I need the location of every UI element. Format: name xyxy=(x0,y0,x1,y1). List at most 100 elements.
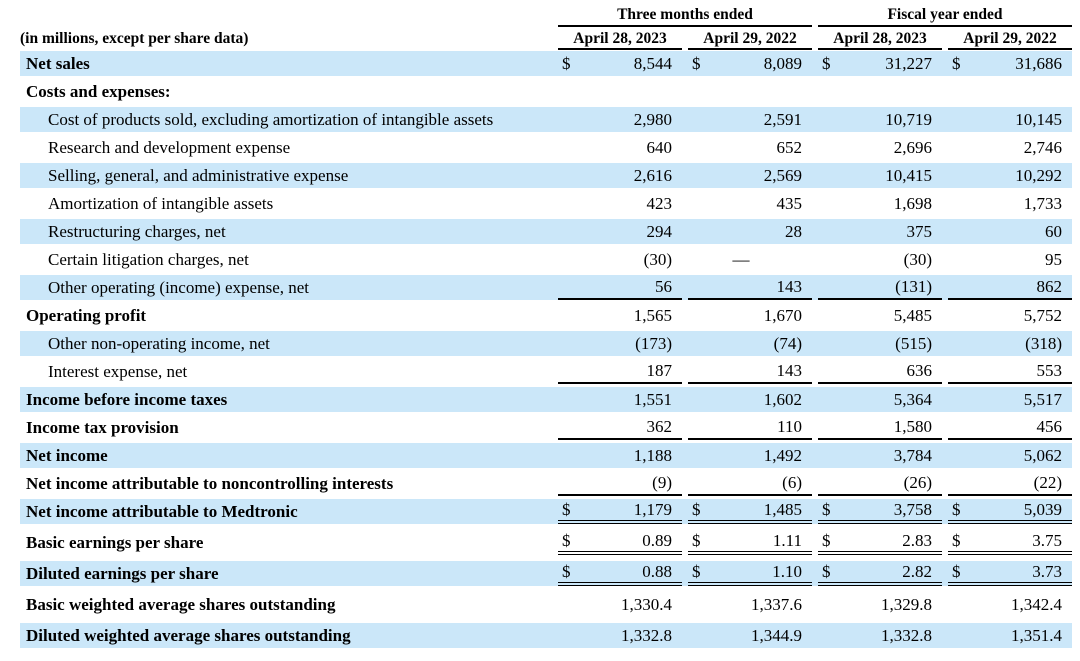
row-label: Net income attributable to Medtronic xyxy=(26,501,298,521)
cell-value xyxy=(688,79,812,104)
cell-value: $31,227 xyxy=(818,51,942,76)
cell-number: (74) xyxy=(773,333,802,353)
cell-value: 1,551 xyxy=(558,387,682,412)
cell-number: 1,330.4 xyxy=(621,594,672,614)
table-row: Net income 1,188 1,492 3,784 5,062 xyxy=(20,443,1072,468)
dollar-sign: $ xyxy=(822,561,831,581)
cell-value: 1,670 xyxy=(688,303,812,328)
column-group-three-months: Three months ended xyxy=(558,4,812,27)
cell-number: 1,179 xyxy=(633,499,672,519)
cell-number: 1,733 xyxy=(1023,193,1062,213)
row-label: Operating profit xyxy=(26,305,147,325)
cell-value: 95 xyxy=(948,247,1072,272)
cell-value: (6) xyxy=(688,471,812,496)
cell-value: $2.82 xyxy=(818,561,942,586)
row-label: Net income xyxy=(26,445,108,465)
cell-value xyxy=(818,79,942,104)
cell-value: 5,752 xyxy=(948,303,1072,328)
cell-number: 5,364 xyxy=(893,389,932,409)
cell-number: 1.10 xyxy=(772,561,802,581)
cell-number: 636 xyxy=(906,360,933,380)
cell-value: 143 xyxy=(688,359,812,384)
cell-value: $3,758 xyxy=(818,499,942,524)
cell-value: 10,292 xyxy=(948,163,1072,188)
cell-value: (22) xyxy=(948,471,1072,496)
table-row: Basic weighted average shares outstandin… xyxy=(20,592,1072,617)
cell-number: 294 xyxy=(646,221,673,241)
cell-number: 652 xyxy=(776,137,803,157)
row-label: Net income attributable to noncontrollin… xyxy=(26,473,394,493)
cell-value: $1,179 xyxy=(558,499,682,524)
row-label: Other non-operating income, net xyxy=(48,333,270,353)
cell-value: $5,039 xyxy=(948,499,1072,524)
table-row: Certain litigation charges, net (30) — (30)… xyxy=(20,247,1072,272)
cell-value: 1,565 xyxy=(558,303,682,328)
cell-value: (318) xyxy=(948,331,1072,356)
cell-value: $1.11 xyxy=(688,530,812,555)
cell-number: 1.11 xyxy=(772,530,802,550)
cell-value: $8,544 xyxy=(558,51,682,76)
row-label: Restructuring charges, net xyxy=(48,221,226,241)
cell-value: (74) xyxy=(688,331,812,356)
cell-value: 5,062 xyxy=(948,443,1072,468)
cell-value: 1,342.4 xyxy=(948,592,1072,617)
cell-number: 1,337.6 xyxy=(751,594,802,614)
dollar-sign: $ xyxy=(562,53,571,73)
cell-number: 0.88 xyxy=(642,561,672,581)
dollar-sign: $ xyxy=(562,530,571,550)
row-label: Cost of products sold, excluding amortiz… xyxy=(48,109,494,129)
column-header-3: April 29, 2022 xyxy=(948,29,1072,50)
table-row: Other non-operating income, net (173) (74)… xyxy=(20,331,1072,356)
cell-number: 435 xyxy=(776,193,803,213)
dollar-sign: $ xyxy=(952,499,961,519)
cell-number: 2.82 xyxy=(902,561,932,581)
table-row: Amortization of intangible assets 423 435 1… xyxy=(20,191,1072,216)
cell-value: 143 xyxy=(688,275,812,300)
cell-number: 31,686 xyxy=(1015,53,1062,73)
cell-number: 1,485 xyxy=(763,499,802,519)
cell-value: $31,686 xyxy=(948,51,1072,76)
dollar-sign: $ xyxy=(562,499,571,519)
cell-value: (515) xyxy=(818,331,942,356)
cell-value: $3.73 xyxy=(948,561,1072,586)
row-label: Costs and expenses: xyxy=(26,81,171,101)
cell-value: 435 xyxy=(688,191,812,216)
cell-value: $1,485 xyxy=(688,499,812,524)
cell-value: 636 xyxy=(818,359,942,384)
cell-number: 28 xyxy=(785,221,802,241)
cell-number: 456 xyxy=(1036,416,1063,436)
dollar-sign: $ xyxy=(822,530,831,550)
table-row: Cost of products sold, excluding amortiz… xyxy=(20,107,1072,132)
cell-number: (173) xyxy=(635,333,672,353)
cell-number: 1,580 xyxy=(893,416,932,436)
table-row: Net sales $8,544 $8,089 $31,227 $31,686 xyxy=(20,51,1072,76)
table-row: Basic earnings per share $0.89 $1.11 $2.83 $… xyxy=(20,530,1072,555)
dollar-sign: $ xyxy=(822,53,831,73)
table-row: Restructuring charges, net 294 28 375 60 xyxy=(20,219,1072,244)
cell-number: 1,351.4 xyxy=(1011,625,1062,645)
cell-value: 294 xyxy=(558,219,682,244)
dollar-sign: $ xyxy=(952,53,961,73)
cell-number: (318) xyxy=(1025,333,1062,353)
cell-value: $1.10 xyxy=(688,561,812,586)
cell-value: 640 xyxy=(558,135,682,160)
cell-value: 1,344.9 xyxy=(688,623,812,648)
cell-value: 1,580 xyxy=(818,415,942,440)
cell-number: 1,565 xyxy=(633,305,672,325)
cell-number: 0.89 xyxy=(642,530,672,550)
cell-number: (9) xyxy=(652,472,672,492)
row-label: Income tax provision xyxy=(26,417,179,437)
cell-number: 1,332.8 xyxy=(621,625,672,645)
cell-value: — xyxy=(688,247,812,272)
cell-value: 2,616 xyxy=(558,163,682,188)
cell-number: 5,752 xyxy=(1023,305,1062,325)
cell-value: 362 xyxy=(558,415,682,440)
cell-number: 375 xyxy=(906,221,933,241)
cell-number: 1,492 xyxy=(763,445,802,465)
row-label: Diluted weighted average shares outstand… xyxy=(26,625,351,645)
cell-number: (26) xyxy=(903,472,932,492)
cell-number: 31,227 xyxy=(885,53,932,73)
column-group-fiscal-year: Fiscal year ended xyxy=(818,4,1072,27)
cell-number: 2,591 xyxy=(763,109,802,129)
cell-value: 1,733 xyxy=(948,191,1072,216)
